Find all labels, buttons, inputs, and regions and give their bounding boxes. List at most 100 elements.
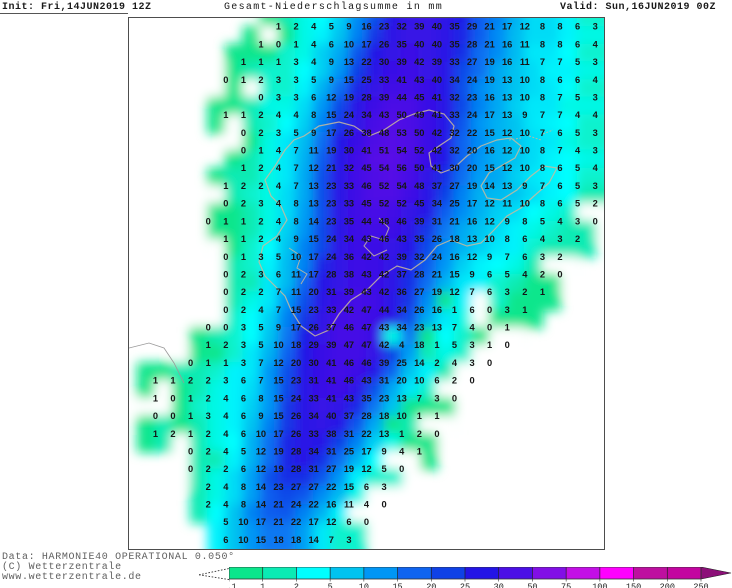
svg-text:6: 6 — [575, 75, 580, 85]
svg-text:6: 6 — [557, 163, 562, 173]
svg-text:40: 40 — [432, 39, 442, 49]
svg-text:38: 38 — [361, 128, 371, 138]
svg-text:2: 2 — [223, 464, 228, 474]
svg-text:20: 20 — [467, 146, 477, 156]
svg-text:75: 75 — [561, 582, 571, 588]
svg-text:3: 3 — [294, 75, 299, 85]
svg-text:40: 40 — [432, 75, 442, 85]
svg-text:42: 42 — [344, 305, 354, 315]
svg-text:18: 18 — [449, 234, 459, 244]
svg-text:39: 39 — [414, 216, 424, 226]
svg-text:41: 41 — [432, 110, 442, 120]
svg-text:1: 1 — [417, 411, 422, 421]
svg-text:6: 6 — [487, 287, 492, 297]
svg-text:41: 41 — [432, 163, 442, 173]
svg-text:32: 32 — [449, 146, 459, 156]
svg-text:33: 33 — [344, 199, 354, 209]
svg-text:4: 4 — [276, 146, 282, 156]
svg-text:43: 43 — [361, 376, 371, 386]
svg-text:2: 2 — [241, 305, 246, 315]
svg-text:6: 6 — [241, 429, 246, 439]
svg-text:2: 2 — [258, 163, 263, 173]
svg-text:25: 25 — [460, 582, 470, 588]
svg-text:13: 13 — [309, 181, 319, 191]
svg-text:0: 0 — [153, 411, 158, 421]
svg-text:16: 16 — [449, 252, 459, 262]
svg-text:8: 8 — [258, 393, 263, 403]
svg-text:7: 7 — [540, 181, 545, 191]
svg-text:19: 19 — [273, 446, 283, 456]
svg-text:5: 5 — [575, 128, 580, 138]
svg-text:14: 14 — [414, 358, 425, 368]
svg-text:33: 33 — [309, 393, 319, 403]
svg-text:29: 29 — [309, 340, 319, 350]
svg-text:3: 3 — [258, 269, 263, 279]
svg-text:28: 28 — [467, 39, 477, 49]
svg-text:39: 39 — [432, 57, 442, 67]
svg-text:19: 19 — [484, 57, 494, 67]
svg-text:1: 1 — [153, 429, 158, 439]
svg-text:18: 18 — [379, 411, 389, 421]
svg-text:31: 31 — [309, 376, 319, 386]
svg-text:7: 7 — [557, 57, 562, 67]
svg-text:2: 2 — [206, 482, 211, 492]
svg-text:6: 6 — [364, 482, 369, 492]
svg-text:15: 15 — [273, 376, 283, 386]
svg-text:150: 150 — [626, 582, 641, 588]
svg-text:0: 0 — [223, 323, 228, 333]
svg-text:40: 40 — [432, 22, 442, 32]
svg-text:41: 41 — [326, 393, 336, 403]
svg-text:7: 7 — [258, 358, 263, 368]
svg-text:39: 39 — [397, 252, 407, 262]
svg-text:4: 4 — [522, 269, 528, 279]
svg-text:40: 40 — [326, 411, 336, 421]
svg-text:0: 0 — [364, 517, 369, 527]
svg-text:42: 42 — [379, 340, 389, 350]
svg-text:17: 17 — [484, 110, 494, 120]
svg-text:4: 4 — [399, 340, 405, 350]
svg-text:20: 20 — [309, 287, 319, 297]
svg-text:52: 52 — [379, 181, 389, 191]
svg-text:8: 8 — [540, 22, 545, 32]
svg-text:35: 35 — [361, 393, 371, 403]
svg-text:7: 7 — [540, 57, 545, 67]
svg-text:36: 36 — [397, 287, 407, 297]
svg-text:26: 26 — [414, 305, 424, 315]
svg-text:1: 1 — [241, 75, 246, 85]
svg-text:36: 36 — [344, 252, 354, 262]
svg-text:0: 0 — [399, 464, 404, 474]
svg-text:46: 46 — [397, 216, 407, 226]
svg-text:1: 1 — [487, 340, 492, 350]
svg-text:15: 15 — [273, 393, 283, 403]
svg-text:6: 6 — [557, 128, 562, 138]
svg-text:4: 4 — [470, 323, 476, 333]
svg-text:17: 17 — [291, 323, 301, 333]
svg-text:0: 0 — [188, 464, 193, 474]
svg-text:31: 31 — [309, 464, 319, 474]
svg-text:7: 7 — [276, 287, 281, 297]
svg-text:4: 4 — [364, 500, 370, 510]
svg-text:4: 4 — [593, 163, 599, 173]
svg-text:39: 39 — [344, 287, 354, 297]
svg-text:3: 3 — [276, 92, 281, 102]
svg-text:6: 6 — [276, 269, 281, 279]
svg-text:3: 3 — [557, 234, 562, 244]
svg-text:6: 6 — [241, 411, 246, 421]
svg-text:1: 1 — [276, 57, 281, 67]
svg-text:10: 10 — [273, 340, 283, 350]
svg-text:2: 2 — [522, 287, 527, 297]
svg-text:6: 6 — [223, 535, 228, 545]
svg-text:5: 5 — [329, 22, 334, 32]
svg-text:5: 5 — [575, 92, 580, 102]
svg-text:8: 8 — [557, 39, 562, 49]
svg-text:18: 18 — [414, 340, 424, 350]
svg-text:15: 15 — [484, 128, 494, 138]
svg-text:1: 1 — [241, 252, 246, 262]
svg-text:34: 34 — [309, 446, 320, 456]
svg-text:9: 9 — [346, 22, 351, 32]
svg-text:2: 2 — [593, 199, 598, 209]
svg-text:35: 35 — [397, 39, 407, 49]
svg-text:41: 41 — [432, 92, 442, 102]
svg-text:200: 200 — [660, 582, 675, 588]
svg-text:15: 15 — [326, 110, 336, 120]
